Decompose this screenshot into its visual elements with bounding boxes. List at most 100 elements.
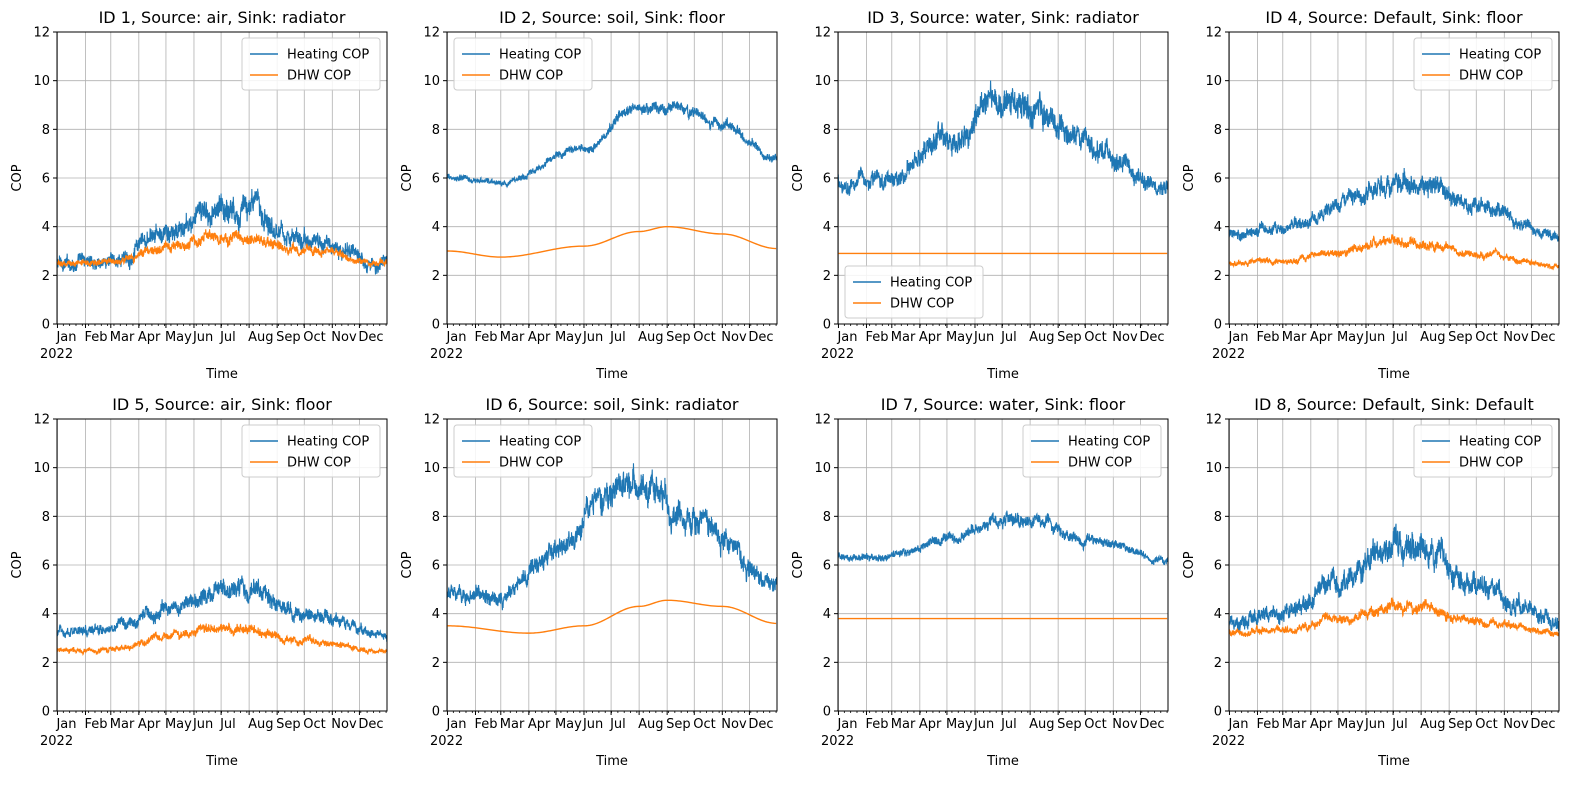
x-tick-label: Mar [891, 330, 916, 345]
y-tick-label: 6 [42, 172, 50, 187]
x-tick-label: Feb [865, 330, 888, 345]
y-tick-label: 2 [42, 269, 50, 284]
legend: Heating COP DHW COP [453, 37, 593, 91]
y-tick-label: 2 [432, 656, 440, 671]
x-tick-label: Dec [748, 330, 773, 345]
y-tick-label: 0 [432, 705, 440, 720]
grid [57, 418, 387, 712]
legend: Heating COP DHW COP [241, 37, 381, 91]
legend: Heating COP DHW COP [1413, 37, 1553, 91]
x-tick-label: Feb [1256, 330, 1279, 345]
y-tick-label: 10 [423, 74, 440, 89]
legend-box [241, 37, 381, 91]
year-label: 2022 [40, 734, 73, 749]
subplot-7: 0 2 4 6 8 10 12 Jan Feb Mar Apr May Jun Jul Aug Sep Oct N… [791, 395, 1169, 769]
chart-title: ID 3, Source: water, Sink: radiator [867, 8, 1139, 27]
x-tick-label: Aug [1029, 330, 1054, 345]
x-tick-label: Apr [528, 717, 551, 732]
y-tick-label: 6 [823, 172, 831, 187]
legend-dhw-label: DHW COP [287, 69, 351, 84]
x-tick-label: Sep [1057, 717, 1082, 732]
x-tick-label: Oct [1475, 330, 1497, 345]
x-tick-label: May [165, 717, 192, 732]
y-tick-label: 8 [42, 123, 50, 138]
y-tick-label: 6 [1214, 172, 1222, 187]
legend-box [1413, 424, 1553, 478]
heating-cop-line [1229, 167, 1559, 242]
x-tick-label: Aug [638, 717, 663, 732]
x-tick-label: Aug [1029, 717, 1054, 732]
dhw-cop-line [447, 225, 777, 258]
y-tick-label: 12 [1205, 413, 1222, 428]
year-label: 2022 [1212, 734, 1245, 749]
y-tick-label: 2 [1214, 269, 1222, 284]
legend-heating-label: Heating COP [1459, 48, 1541, 63]
chart-title: ID 7, Source: water, Sink: floor [881, 395, 1126, 414]
x-axis-label: Time [986, 754, 1019, 769]
x-tick-label: Oct [303, 717, 325, 732]
dhw-cop-line [57, 622, 387, 656]
legend-heating-label: Heating COP [890, 276, 972, 291]
legend: Heating COP DHW COP [1022, 424, 1162, 478]
x-tick-label: Feb [474, 717, 497, 732]
y-axis-label: COP [1182, 164, 1197, 191]
x-tick-label: Apr [138, 717, 161, 732]
y-tick-label: 4 [1214, 607, 1222, 622]
x-tick-label: Jun [192, 330, 213, 345]
y-tick-label: 6 [42, 559, 50, 574]
legend: Heating COP DHW COP [453, 424, 593, 478]
legend-box [453, 37, 593, 91]
heating-cop-line [57, 188, 387, 275]
x-tick-label: Mar [110, 717, 135, 732]
x-tick-label: Jan [55, 330, 76, 345]
x-tick-label: Jan [445, 330, 466, 345]
x-tick-label: Jul [219, 330, 236, 345]
x-tick-label: Apr [919, 717, 942, 732]
y-tick-label: 6 [823, 559, 831, 574]
heating-cop-line [57, 575, 387, 642]
x-tick-label: Jan [445, 717, 466, 732]
y-axis-label: COP [10, 551, 25, 578]
x-axis-label: Time [595, 367, 628, 382]
x-tick-label: Dec [1139, 330, 1164, 345]
x-tick-label: Mar [1282, 330, 1307, 345]
x-tick-label: May [946, 717, 973, 732]
x-tick-label: Mar [891, 717, 916, 732]
y-tick-label: 4 [432, 220, 440, 235]
x-tick-label: Apr [528, 330, 551, 345]
dhw-cop-line [1229, 234, 1559, 271]
legend-dhw-label: DHW COP [890, 297, 954, 312]
x-tick-label: Sep [1448, 717, 1473, 732]
x-tick-label: Jul [1000, 330, 1017, 345]
y-tick-label: 10 [423, 461, 440, 476]
x-tick-label: Aug [638, 330, 663, 345]
heating-cop-line [838, 510, 1168, 566]
subplot-6: 0 2 4 6 8 10 12 Jan Feb Mar Apr May Jun Jul Aug Sep Oct N… [400, 395, 778, 769]
y-tick-label: 8 [1214, 510, 1222, 525]
year-label: 2022 [430, 347, 463, 362]
x-tick-label: Sep [276, 717, 301, 732]
x-tick-label: Nov [721, 717, 747, 732]
legend-box [241, 424, 381, 478]
legend-box [453, 424, 593, 478]
x-tick-label: Feb [474, 330, 497, 345]
y-tick-label: 8 [823, 510, 831, 525]
legend-dhw-label: DHW COP [1068, 456, 1132, 471]
dhw-cop-line [57, 229, 387, 269]
y-tick-label: 12 [814, 413, 831, 428]
y-axis-label: COP [400, 551, 415, 578]
x-tick-label: Jun [1364, 330, 1385, 345]
legend-dhw-label: DHW COP [287, 456, 351, 471]
y-tick-label: 0 [42, 705, 50, 720]
y-axis-label: COP [791, 551, 806, 578]
x-tick-label: Aug [1420, 330, 1445, 345]
x-tick-label: Jan [836, 330, 857, 345]
x-tick-label: May [165, 330, 192, 345]
subplot-1: 0 2 4 6 8 10 12 Jan Feb Mar Apr May Jun Jul Aug Sep Oct N… [10, 8, 388, 382]
x-axis-label: Time [205, 754, 238, 769]
year-label: 2022 [1212, 347, 1245, 362]
y-tick-label: 0 [1214, 705, 1222, 720]
x-tick-label: Sep [666, 330, 691, 345]
x-tick-label: May [946, 330, 973, 345]
x-tick-label: Nov [1503, 330, 1529, 345]
